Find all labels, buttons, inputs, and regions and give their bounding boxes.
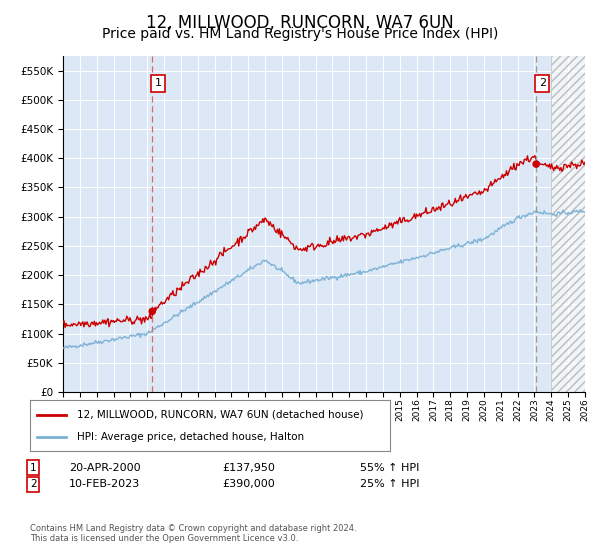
Point	[532, 160, 541, 169]
Text: 25% ↑ HPI: 25% ↑ HPI	[360, 479, 419, 489]
Text: 10-FEB-2023: 10-FEB-2023	[69, 479, 140, 489]
Text: £390,000: £390,000	[222, 479, 275, 489]
Point	[148, 307, 157, 316]
Text: £137,950: £137,950	[222, 463, 275, 473]
Text: Contains HM Land Registry data © Crown copyright and database right 2024.
This d: Contains HM Land Registry data © Crown c…	[30, 524, 356, 543]
Text: 55% ↑ HPI: 55% ↑ HPI	[360, 463, 419, 473]
Text: 12, MILLWOOD, RUNCORN, WA7 6UN: 12, MILLWOOD, RUNCORN, WA7 6UN	[146, 14, 454, 32]
Text: 1: 1	[155, 78, 162, 88]
Text: 12, MILLWOOD, RUNCORN, WA7 6UN (detached house): 12, MILLWOOD, RUNCORN, WA7 6UN (detached…	[77, 409, 364, 419]
Text: 2: 2	[30, 479, 37, 489]
Text: 20-APR-2000: 20-APR-2000	[69, 463, 140, 473]
Text: 1: 1	[30, 463, 37, 473]
Text: HPI: Average price, detached house, Halton: HPI: Average price, detached house, Halt…	[77, 432, 304, 442]
Text: 2: 2	[539, 78, 546, 88]
Text: Price paid vs. HM Land Registry's House Price Index (HPI): Price paid vs. HM Land Registry's House …	[102, 27, 498, 41]
